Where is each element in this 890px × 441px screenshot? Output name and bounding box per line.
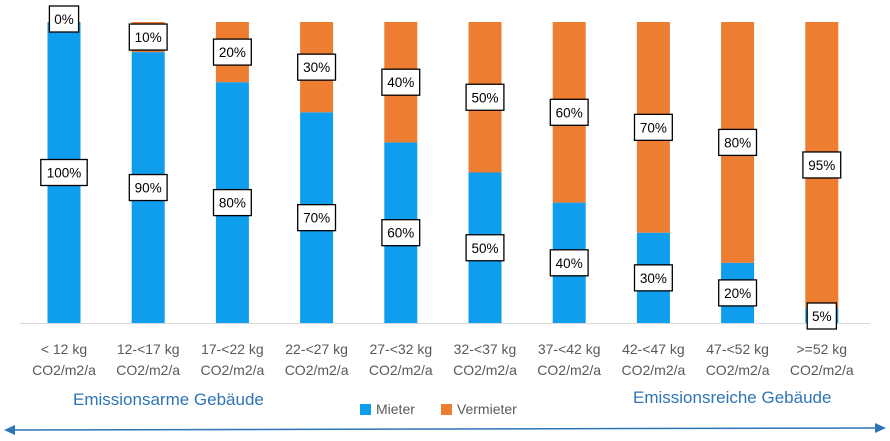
legend-item-mieter: Mieter [360,401,415,417]
right-footer-label: Emissionsreiche Gebäude [633,388,832,407]
data-label-mieter: 70% [297,203,337,232]
data-label-mieter-text: 90% [135,181,162,196]
data-label-vermieter: 40% [381,68,421,96]
data-label-vermieter-text: 40% [387,75,414,90]
data-label-mieter-text: 70% [303,211,330,226]
x-tick-label: >=52 kg CO2/m2/a [790,341,854,378]
data-label-vermieter-text: 0% [54,12,74,27]
legend-swatch-vermieter [440,403,452,415]
data-label-mieter: 100% [40,158,88,187]
data-label-vermieter-box [297,53,337,81]
data-label-mieter-text: 80% [219,196,246,211]
x-tick-label: 37-<42 kg CO2/m2/a [537,341,601,378]
data-labels: 100% 0% 90% 10% 80% 20% 70% 30% 60% 40% 50% 50% 40% 6… [40,5,842,330]
data-label-vermieter: 70% [633,113,673,141]
data-label-vermieter-text: 20% [219,45,246,60]
data-label-mieter: 90% [128,173,168,202]
data-label-vermieter-text: 50% [471,90,498,105]
legend-swatch-mieter [360,403,371,415]
data-label-mieter-text: 20% [724,286,751,301]
data-label-mieter-box [549,249,589,277]
data-label-mieter-text: 60% [387,226,414,241]
x-tick-label: 27-<32 kg CO2/m2/a [369,341,433,378]
data-label-vermieter: 80% [718,128,758,157]
data-label-vermieter: 50% [465,83,505,111]
data-label-vermieter-text: 80% [724,135,751,150]
data-label-vermieter-text: 30% [303,60,330,75]
x-tick-label: < 12 kg CO2/m2/a [32,341,96,378]
arrow-head-left [4,425,15,435]
data-label-mieter-box [128,173,168,202]
data-label-vermieter-text: 10% [135,30,162,45]
double-arrow [4,423,886,435]
legend-label-mieter: Mieter [376,401,415,417]
data-label-vermieter-box [212,38,252,66]
data-label-mieter-text: 30% [640,271,667,286]
data-label-vermieter: 20% [212,38,252,66]
data-label-mieter-text: 100% [47,166,82,181]
data-label-mieter-box [212,188,252,217]
data-label-mieter: 40% [549,249,589,277]
x-tick-label: 12-<17 kg CO2/m2/a [116,341,180,378]
x-tick-labels: < 12 kg CO2/m2/a 12-<17 kg CO2/m2/a 17-<22 k… [32,341,854,378]
data-label-mieter: 30% [633,264,673,292]
data-label-mieter-box [381,219,421,247]
data-label-vermieter: 10% [128,23,168,51]
data-label-vermieter-box [128,23,168,51]
data-label-mieter-box [297,203,337,232]
data-label-vermieter-box [718,128,758,157]
data-label-vermieter-box [549,98,589,126]
data-label-mieter-box [806,302,838,330]
arrow-shaft [11,427,879,431]
data-label-mieter: 60% [381,219,421,247]
data-label-mieter: 80% [212,188,252,217]
x-tick-label: 17-<22 kg CO2/m2/a [200,341,264,378]
data-label-mieter: 5% [806,302,838,330]
data-label-mieter-box [465,234,505,262]
data-label-mieter: 50% [465,234,505,262]
legend-item-vermieter: Vermieter [440,401,517,417]
data-label-vermieter-box [465,83,505,111]
x-tick-label: 47-<52 kg CO2/m2/a [706,341,770,378]
data-label-mieter-box [633,264,673,292]
data-label-vermieter-box [381,68,421,96]
x-tick-label: 32-<37 kg CO2/m2/a [453,341,517,378]
legend-label-vermieter: Vermieter [456,401,517,417]
data-label-vermieter-box [802,151,842,179]
data-label-vermieter: 95% [802,151,842,179]
data-label-vermieter: 0% [48,5,80,33]
left-footer-label: Emissionsarme Gebäude [73,390,264,409]
bars-group [47,22,839,323]
data-label-mieter-text: 5% [812,309,832,324]
x-tick-label: 42-<47 kg CO2/m2/a [621,341,685,378]
data-label-vermieter: 60% [549,98,589,126]
data-label-vermieter-box [633,113,673,141]
data-label-vermieter-text: 60% [556,105,583,120]
arrow-head-right [875,423,886,433]
data-label-mieter-box [40,158,88,187]
data-label-mieter: 20% [718,279,758,307]
data-label-mieter-text: 40% [556,256,583,271]
data-label-vermieter-text: 70% [640,120,667,135]
x-tick-label: 22-<27 kg CO2/m2/a [285,341,349,378]
data-label-mieter-box [718,279,758,307]
data-label-vermieter: 30% [297,53,337,81]
data-label-vermieter-text: 95% [808,158,835,173]
data-label-mieter-text: 50% [471,241,498,256]
data-label-vermieter-box [48,5,80,33]
legend: Mieter Vermieter [360,401,543,417]
